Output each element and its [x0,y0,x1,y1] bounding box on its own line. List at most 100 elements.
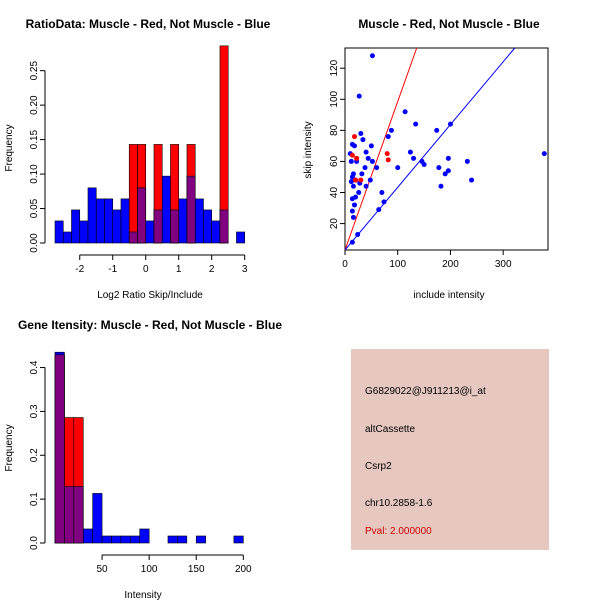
y-tick-label: 0.3 [29,404,40,418]
point-not-muscle [442,171,448,177]
point-not-muscle [348,179,354,185]
bar-not-muscle [54,220,64,244]
bar-not-muscle [120,198,130,244]
bar-overlap [170,209,180,244]
point-not-muscle [350,214,356,220]
point-not-muscle [469,177,475,183]
point-not-muscle [445,168,451,174]
intensity-hist-plot: 50 100 150 200 0.0 0.1 0.2 0.3 0.4 [29,351,252,575]
point-not-muscle [541,151,547,157]
scatter-frame [344,47,549,251]
y-tick-label: 20 [329,218,340,230]
point-not-muscle [356,190,362,196]
y-tick-label: 80 [329,124,340,136]
bar-not-muscle [87,187,97,244]
y-tick-label: 40 [329,187,340,199]
point-not-muscle [365,155,371,161]
x-tick-label: 1 [176,264,182,275]
point-muscle [384,151,390,157]
y-tick-label: 0.0 [29,536,40,550]
point-not-muscle [363,149,369,155]
probe-info-panel: G6829022@J911213@i_at altCassette Csrp2 … [351,349,549,550]
y-tick-label: 0.05 [29,198,40,218]
y-tick-label: 0.20 [29,95,40,115]
bar-not-muscle [79,220,89,244]
point-not-muscle [356,93,362,99]
bar-not-muscle [95,198,105,244]
scatter-xlabel: include intensity [413,290,484,301]
point-not-muscle [349,174,355,180]
point-not-muscle [367,177,373,183]
point-not-muscle [349,208,355,214]
intensity-hist-ylabel: Frequency [4,424,15,471]
point-not-muscle [368,143,374,149]
bar-overlap [137,187,147,244]
x-tick-label: 3 [242,264,248,275]
red-line [344,47,418,251]
bar-not-muscle [203,209,213,244]
ratio-hist-plot: -2 -1 0 1 2 3 0.00 0.05 0.10 0.15 0.20 0.25 [29,45,248,275]
point-muscle [353,177,359,183]
point-not-muscle [407,149,413,155]
bar-not-muscle [62,231,72,244]
point-not-muscle [438,183,444,189]
bar-muscle [128,144,138,244]
y-tick-label: 0.1 [29,492,40,506]
ratio-hist-ylabel: Frequency [4,124,15,171]
point-not-muscle [447,121,453,127]
bar-not-muscle [101,535,112,544]
intensity-hist-title: Gene Itensity: Muscle - Red, Not Muscle … [18,318,282,332]
point-not-muscle [351,202,357,208]
location-text: chr10.2858-1.6 [365,498,433,509]
scatter-ylabel: skip intensity [303,121,314,178]
point-not-muscle [360,137,366,143]
point-not-muscle [402,109,408,115]
point-not-muscle [348,158,354,164]
point-not-muscle [362,165,368,171]
ratio-hist-title: RatioData: Muscle - Red, Not Muscle - Bl… [26,17,271,31]
x-tick-label: 150 [188,564,205,575]
pval-text: Pval: 2.000000 [365,526,432,537]
point-not-muscle [369,158,375,164]
point-not-muscle [376,207,382,213]
x-tick-label: -1 [108,264,117,275]
point-muscle [354,155,360,161]
bar-not-muscle [195,535,206,544]
bar-not-muscle [178,198,188,244]
x-tick-label: 2 [209,264,215,275]
x-tick-label: 100 [389,259,406,270]
y-tick-label: 0.00 [29,233,40,253]
bar-not-muscle [161,175,171,244]
point-not-muscle [381,199,387,205]
scatter-title: Muscle - Red, Not Muscle - Blue [358,17,540,31]
x-tick-label: -2 [75,264,84,275]
bar-not-muscle [104,198,114,244]
bar-overlap [54,354,65,544]
point-not-muscle [413,121,419,127]
x-tick-label: 50 [97,564,109,575]
point-not-muscle [349,239,355,245]
point-not-muscle [379,190,385,196]
bar-overlap [186,175,196,244]
y-tick-label: 60 [329,155,340,167]
y-tick-label: 0.2 [29,448,40,462]
point-not-muscle [350,183,356,189]
bar-overlap [73,486,84,544]
point-not-muscle [395,165,401,171]
bar-overlap [128,231,138,244]
point-muscle [385,157,391,163]
point-muscle [358,177,364,183]
ratio-hist-xlabel: Log2 Ratio Skip/Include [97,290,203,301]
y-tick-label: 0.10 [29,164,40,184]
bar-not-muscle [145,220,155,244]
point-not-muscle [434,127,440,133]
bar-not-muscle [82,528,93,544]
bar-not-muscle [194,198,204,244]
bar-overlap [64,486,75,544]
point-not-muscle [388,127,394,133]
bar-not-muscle [211,220,221,244]
point-not-muscle [464,158,470,164]
bar-not-muscle [92,493,103,544]
point-not-muscle [421,162,427,168]
